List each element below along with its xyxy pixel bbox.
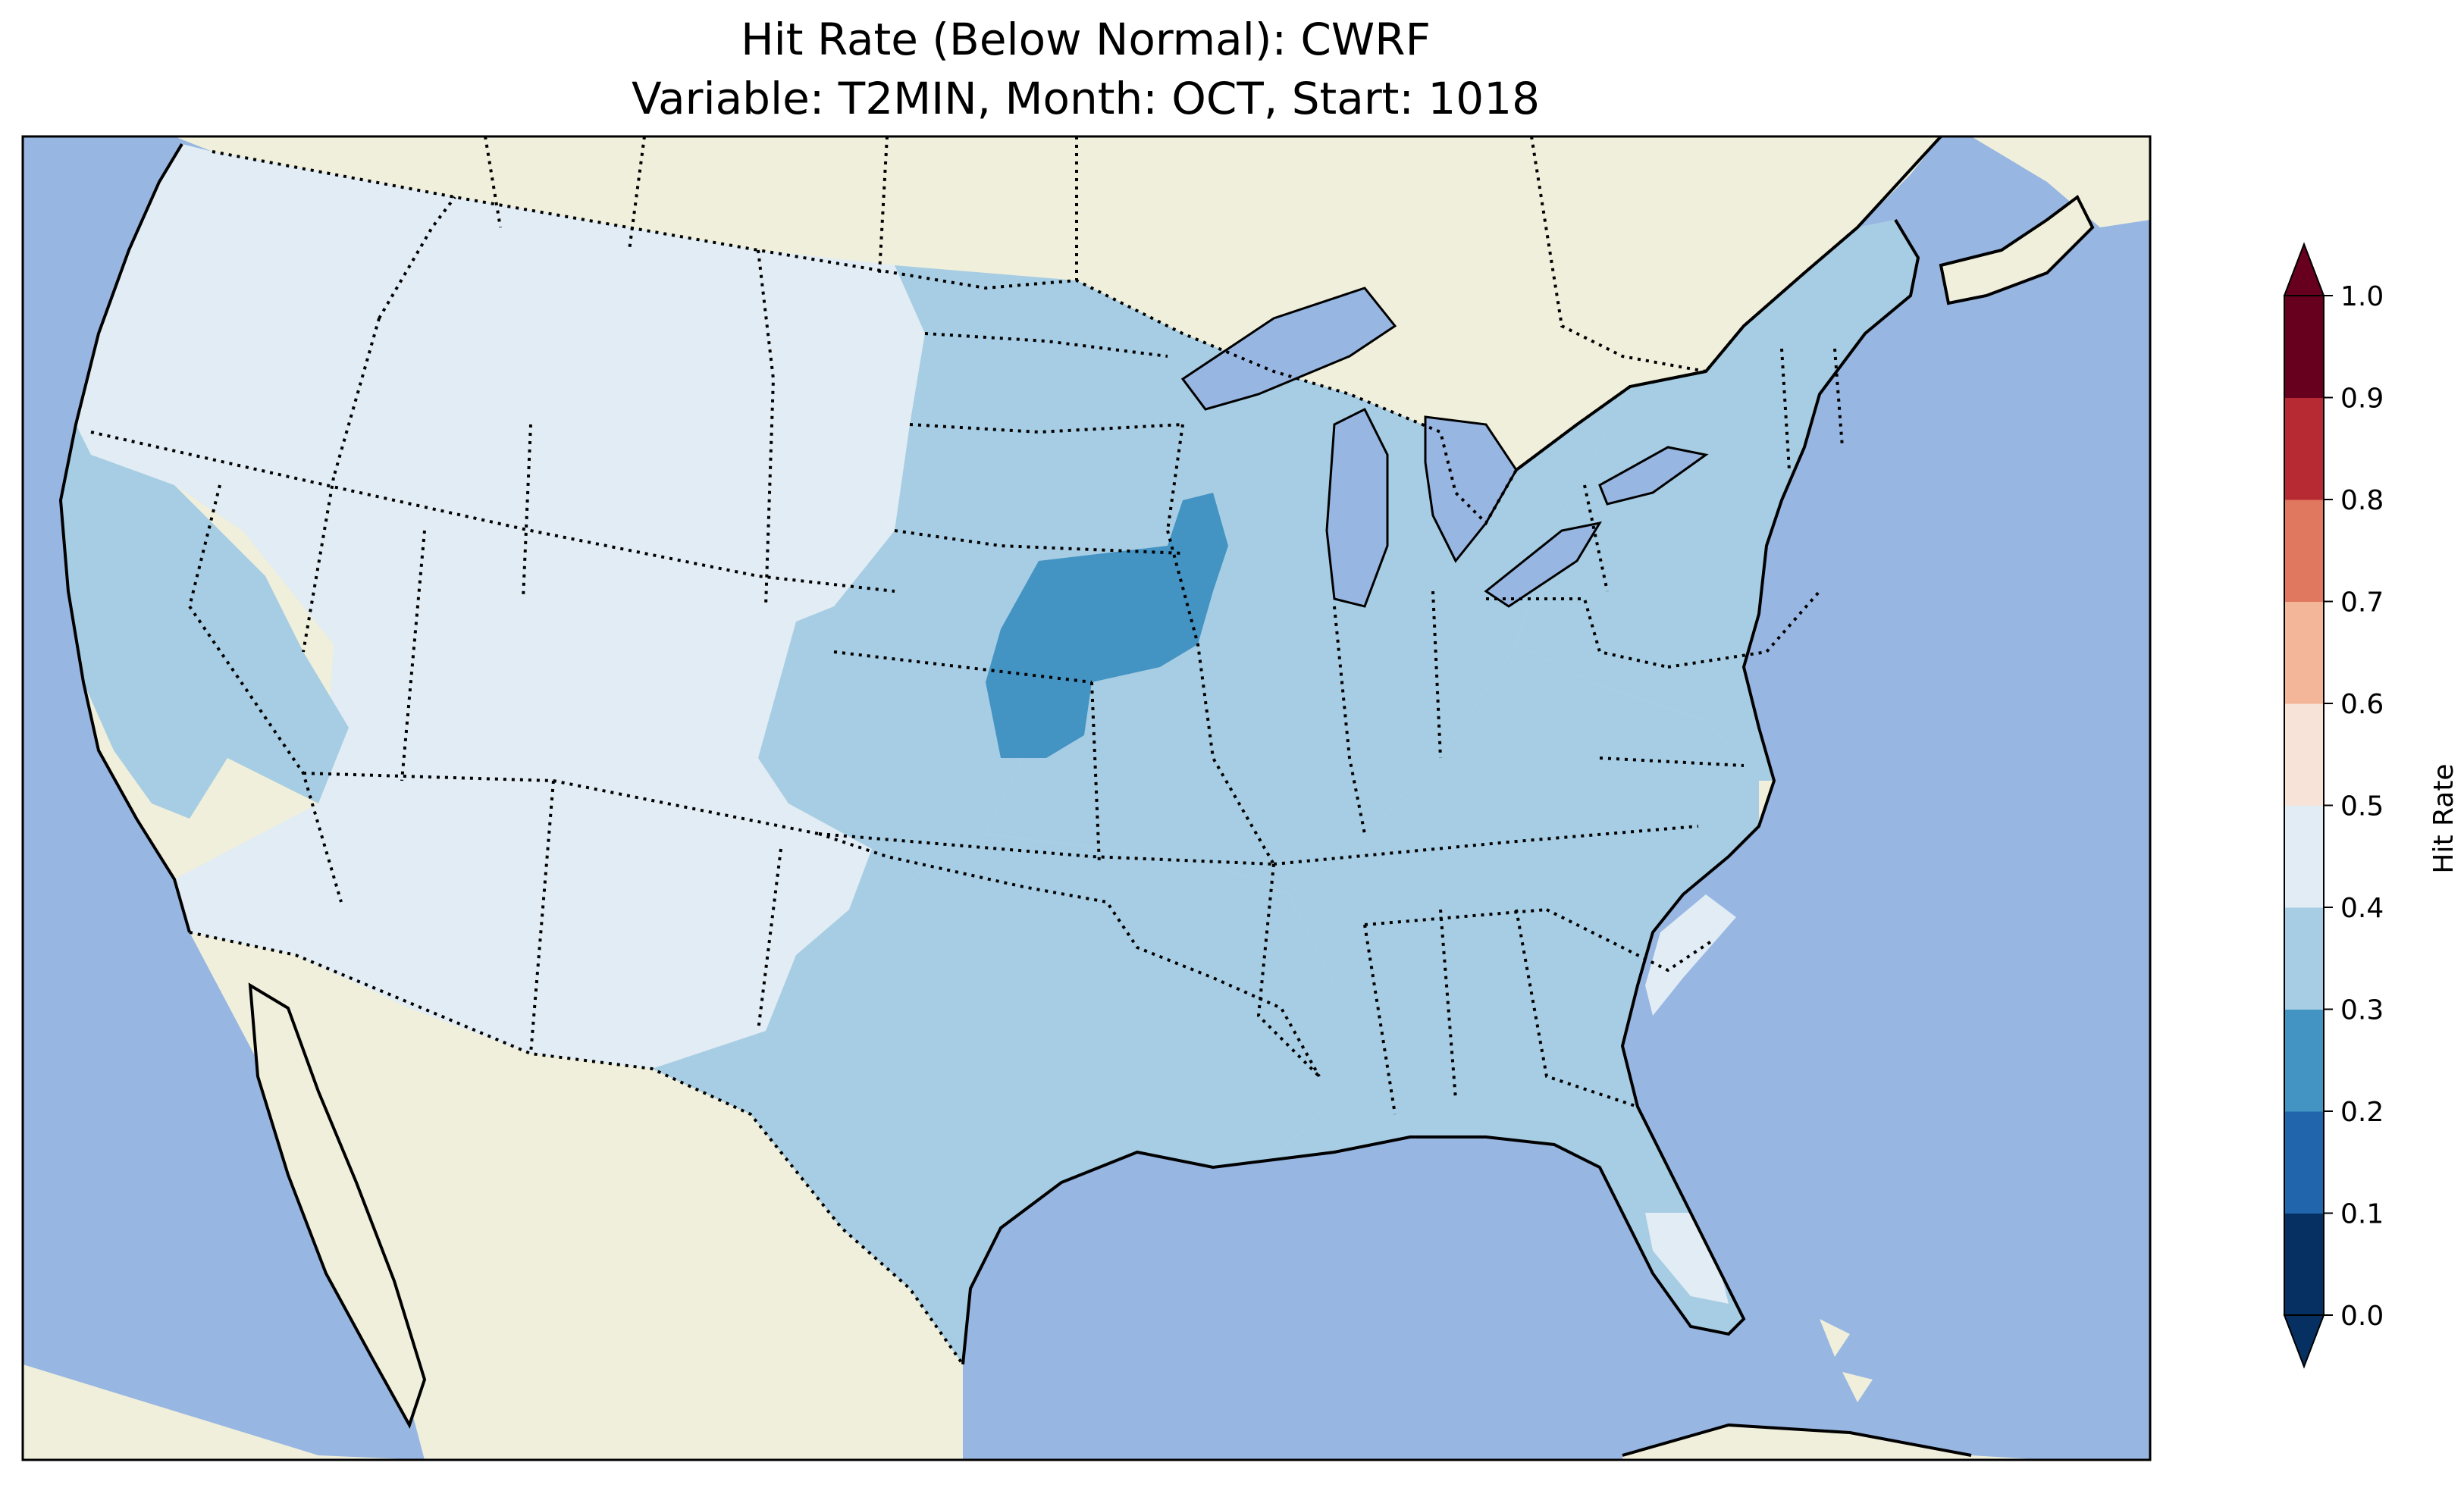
mexico-land xyxy=(23,932,963,1460)
colorbar-bin xyxy=(2284,500,2324,602)
colorbar-tick-label: 0.8 xyxy=(2340,485,2384,516)
colorbar-tick-label: 0.6 xyxy=(2340,689,2384,720)
colorbar-tick-label: 0.9 xyxy=(2340,384,2384,415)
region-central-plains xyxy=(758,265,1183,879)
lake-michigan xyxy=(1327,409,1387,606)
region-texas-south xyxy=(652,834,1334,1364)
region-northeast xyxy=(1516,220,1918,781)
us-canada-border xyxy=(212,150,1859,526)
lake-superior xyxy=(1183,288,1395,409)
colorbar-tick-label: 0.4 xyxy=(2340,893,2384,924)
region-southwest xyxy=(174,728,872,1069)
lake-outlines xyxy=(1180,287,1709,608)
maritimes-land xyxy=(1941,197,2093,303)
lake-ontario xyxy=(1600,447,1706,504)
colorbar-tick-label: 0.1 xyxy=(2340,1199,2384,1230)
region-midwest-east xyxy=(986,334,1630,894)
colorbar-bin xyxy=(2284,296,2324,398)
great-lakes xyxy=(1183,288,1706,606)
baja-land xyxy=(250,985,425,1425)
canada-northeast-land xyxy=(1971,136,2150,227)
colorbar-bin xyxy=(2284,601,2324,704)
map-subtitle: Variable: T2MIN, Month: OCT, Start: 1018 xyxy=(632,73,1540,124)
colorbar-tick-label: 0.2 xyxy=(2340,1097,2384,1128)
region-california xyxy=(61,424,349,819)
colorbar-tick-label: 0.0 xyxy=(2340,1301,2384,1332)
hit-rate-regions xyxy=(61,144,1918,1364)
colorbar-bin xyxy=(2284,397,2324,500)
map-title: Hit Rate (Below Normal): CWRF xyxy=(741,14,1431,65)
map-area xyxy=(23,136,2150,1460)
colorbar-tick-label: 0.3 xyxy=(2340,995,2384,1026)
colorbar-extend-min xyxy=(2283,1314,2325,1369)
region-southeast xyxy=(1274,644,1759,1334)
colorbar-bin xyxy=(2284,703,2324,806)
colorbar-label: Hit Rate xyxy=(2428,763,2459,873)
colorbar-bin xyxy=(2284,805,2324,908)
coastlines xyxy=(58,136,2095,1457)
colorbar-bin xyxy=(2284,1111,2324,1214)
colorbar-tick-label: 0.5 xyxy=(2340,791,2384,822)
colorbar: 0.0 0.1 0.2 0.3 0.4 0.5 0.6 0.7 0.8 0.9 1.0 xyxy=(2283,242,2384,1369)
colorbar-extend-max xyxy=(2283,242,2325,296)
map-frame xyxy=(21,135,2152,1461)
province-borders xyxy=(484,136,1707,373)
colorbar-tick-label: 1.0 xyxy=(2340,281,2384,312)
colorbar-tick-label: 0.7 xyxy=(2340,587,2384,619)
bahamas-land xyxy=(1820,1319,1873,1402)
us-mexico-border xyxy=(189,931,964,1366)
region-missouri-iowa-core xyxy=(986,493,1228,758)
state-borders xyxy=(90,196,1844,1115)
colorbar-bin xyxy=(2284,1213,2324,1316)
region-west-coast-inland xyxy=(76,144,895,758)
lake-huron xyxy=(1425,417,1516,561)
region-northern-plains-west xyxy=(758,250,925,622)
colorbar-bin xyxy=(2284,1009,2324,1112)
lake-erie xyxy=(1486,523,1600,606)
region-carolinas-coast xyxy=(1645,894,1736,1016)
colorbar-bin xyxy=(2284,907,2324,1010)
region-south-florida xyxy=(1645,1213,1729,1304)
